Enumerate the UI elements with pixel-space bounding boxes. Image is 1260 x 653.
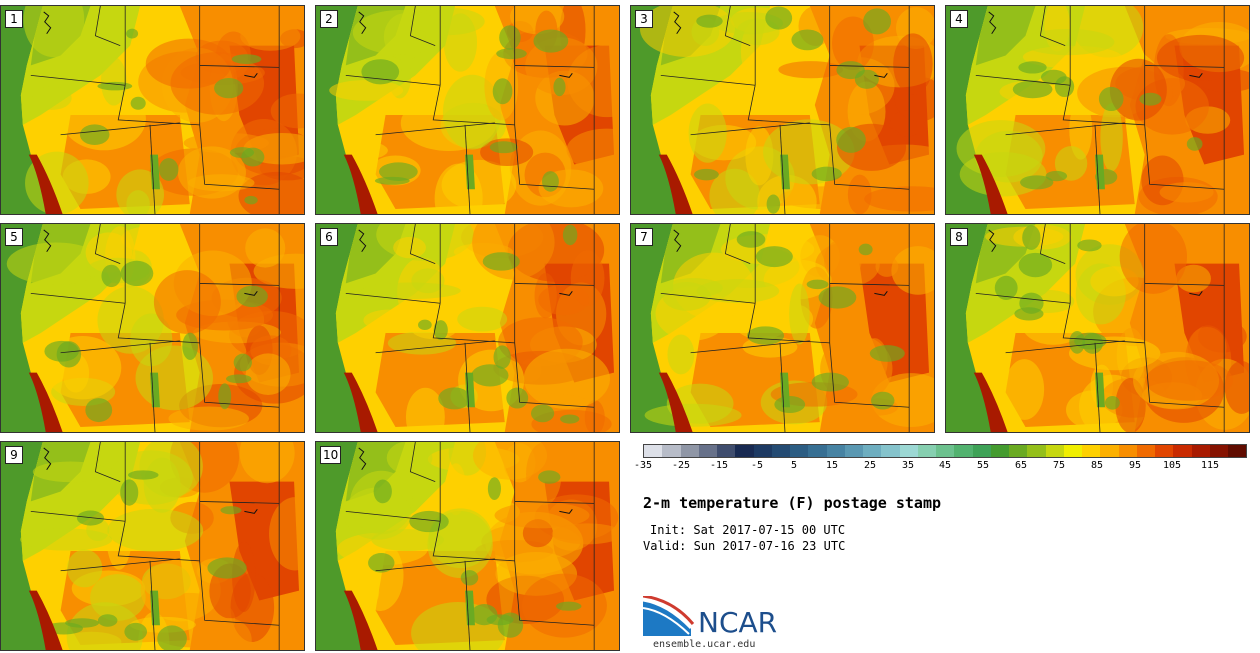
postage-stamp-map: 5 <box>0 223 305 433</box>
colorbar-swatch <box>990 445 1009 457</box>
valid-time: Valid: Sun 2017-07-16 23 UTC <box>643 539 846 553</box>
colorbar-swatch <box>844 445 863 457</box>
colorbar-tick-label: 55 <box>976 460 990 471</box>
colorbar-tick-label: 25 <box>863 460 877 471</box>
colorbar-tick-label: 45 <box>938 460 952 471</box>
colorbar-tick-label: 15 <box>825 460 839 471</box>
colorbar-swatch <box>972 445 991 457</box>
colorbar-swatch <box>1009 445 1028 457</box>
colorbar-tick-label: -5 <box>750 460 764 471</box>
colorbar-swatch <box>753 445 772 457</box>
member-number-label: 9 <box>5 446 23 464</box>
member-number-label: 8 <box>950 228 968 246</box>
ncar-logo-text: NCAR <box>698 606 778 639</box>
postage-stamp-map: 8 <box>945 223 1250 433</box>
colorbar-swatch <box>1118 445 1137 457</box>
postage-stamp-map: 4 <box>945 5 1250 215</box>
map-title: 2-m temperature (F) postage stamp <box>643 494 942 512</box>
member-number-label: 1 <box>5 10 23 28</box>
colorbar-swatch <box>808 445 827 457</box>
colorbar-swatch <box>790 445 809 457</box>
member-number-label: 10 <box>320 446 342 464</box>
postage-stamp-map: 10 <box>315 441 620 651</box>
colorbar-tick-label: -15 <box>709 460 729 471</box>
postage-stamp-map: 1 <box>0 5 305 215</box>
colorbar-tick-label: 105 <box>1162 460 1182 471</box>
member-number-label: 6 <box>320 228 338 246</box>
postage-stamp-map: 2 <box>315 5 620 215</box>
colorbar-tick-label: -35 <box>633 460 653 471</box>
colorbar-swatch <box>899 445 918 457</box>
colorbar-swatch <box>863 445 882 457</box>
ncar-logo-icon <box>643 596 695 636</box>
colorbar-tick-label: 65 <box>1014 460 1028 471</box>
colorbar-tick-label: 5 <box>790 460 798 471</box>
colorbar-tick-label: 85 <box>1090 460 1104 471</box>
colorbar-swatch <box>1173 445 1192 457</box>
member-number-label: 5 <box>5 228 23 246</box>
init-time: Init: Sat 2017-07-15 00 UTC <box>650 523 846 537</box>
colorbar-tick-label: -25 <box>671 460 691 471</box>
colorbar-swatch <box>717 445 736 457</box>
colorbar-swatch <box>826 445 845 457</box>
colorbar-swatch <box>936 445 955 457</box>
colorbar-swatch <box>698 445 717 457</box>
member-number-label: 2 <box>320 10 338 28</box>
colorbar-swatch <box>1209 445 1228 457</box>
colorbar-swatch <box>1082 445 1101 457</box>
colorbar-swatch <box>917 445 936 457</box>
colorbar-tick-label: 75 <box>1052 460 1066 471</box>
member-number-label: 3 <box>635 10 653 28</box>
colorbar-swatch <box>1045 445 1064 457</box>
colorbar-swatch <box>680 445 699 457</box>
temperature-colorbar <box>643 444 1247 458</box>
ensemble-url[interactable]: ensemble.ucar.edu <box>653 639 756 650</box>
postage-stamp-map: 3 <box>630 5 935 215</box>
postage-stamp-map: 6 <box>315 223 620 433</box>
colorbar-tick-label: 95 <box>1128 460 1142 471</box>
postage-stamp-map: 9 <box>0 441 305 651</box>
colorbar-swatch <box>771 445 790 457</box>
colorbar-swatch <box>954 445 973 457</box>
colorbar-swatch <box>1027 445 1046 457</box>
colorbar-swatch <box>1191 445 1210 457</box>
member-number-label: 4 <box>950 10 968 28</box>
colorbar-swatch <box>735 445 754 457</box>
colorbar-swatch <box>881 445 900 457</box>
colorbar-swatch <box>1155 445 1174 457</box>
colorbar-swatch <box>1063 445 1082 457</box>
colorbar-swatch <box>1100 445 1119 457</box>
postage-stamp-map: 7 <box>630 223 935 433</box>
member-number-label: 7 <box>635 228 653 246</box>
colorbar-tick-label: 115 <box>1200 460 1220 471</box>
colorbar-swatch <box>1136 445 1155 457</box>
colorbar-swatch <box>662 445 681 457</box>
colorbar-swatch <box>644 445 663 457</box>
colorbar-swatch <box>1228 445 1247 457</box>
colorbar-tick-label: 35 <box>901 460 915 471</box>
